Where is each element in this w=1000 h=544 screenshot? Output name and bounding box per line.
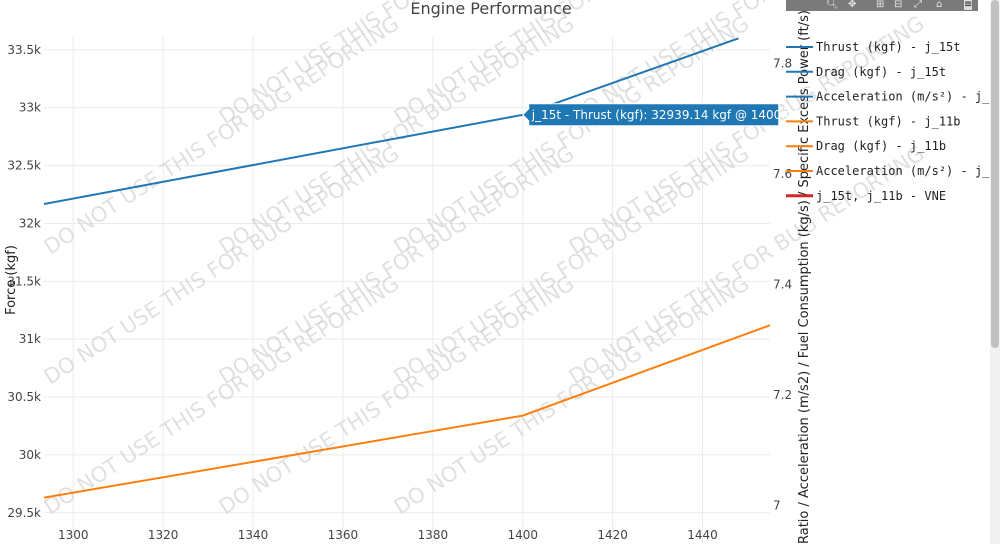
y-tick-label: 33.5k — [7, 43, 41, 57]
hover-tooltip — [522, 103, 780, 127]
plotly-logo-icon[interactable]: ≡ — [964, 0, 973, 10]
hover-tooltip-text: j_15t - Thrust (kgf): 32939.14 kgf @ 140… — [531, 108, 835, 122]
legend-label: Acceleration (m/s²) - j_15t — [816, 90, 1000, 104]
y-tick-label: 32k — [19, 216, 41, 230]
y-tick-label: 33k — [19, 101, 41, 115]
watermark-text: DO NOT USE THIS FOR BUG REPORTING — [390, 271, 754, 519]
y-tick-label: 29.5k — [7, 506, 41, 520]
home-icon[interactable]: ⌂ — [936, 0, 943, 10]
y2-axis-title: Ratio / Acceleration (m/s2) / Fuel Consu… — [797, 1, 812, 544]
zoom-out-icon[interactable]: ⊟ — [894, 0, 903, 10]
x-axis-ticks: 1300 1320 1340 1360 1380 1400 1420 1440 — [58, 528, 718, 542]
y2-tick-label: 7.6 — [773, 167, 792, 181]
x-tick-label: 1320 — [148, 528, 179, 542]
y2-tick-label: 7.8 — [773, 57, 792, 71]
y2-tick-label: 7 — [773, 498, 781, 512]
watermark-text: DO NOT USE THIS FOR BUG REPORTING — [40, 271, 404, 519]
legend-item[interactable]: Thrust (kgf) - j_15t — [786, 40, 961, 54]
x-tick-label: 1340 — [238, 528, 269, 542]
chart-title: Engine Performance — [410, 0, 571, 18]
y-tick-label: 32.5k — [7, 159, 41, 173]
pan-icon[interactable]: ✥ — [848, 0, 857, 10]
x-tick-label: 1440 — [687, 528, 718, 542]
scrollbar-thumb[interactable] — [991, 0, 999, 348]
series-line[interactable] — [44, 324, 770, 499]
legend-label: j_15t, j_11b - VNE — [816, 189, 946, 203]
legend[interactable]: Thrust (kgf) - j_15t Drag (kgf) - j_15t Ac… — [786, 40, 1000, 203]
y2-tick-label: 7.2 — [773, 388, 792, 402]
legend-item[interactable]: Drag (kgf) - j_11b — [786, 139, 946, 153]
legend-label: Drag (kgf) - j_15t — [816, 65, 946, 79]
legend-item[interactable]: Drag (kgf) - j_15t — [786, 65, 946, 79]
page-scrollbar[interactable] — [990, 0, 1000, 544]
legend-item[interactable]: Thrust (kgf) - j_11b — [786, 114, 961, 128]
x-tick-label: 1360 — [328, 528, 359, 542]
y-tick-label: 30k — [19, 448, 41, 462]
watermark-text: DO NOT USE THIS FOR BUG REPORTING — [40, 141, 404, 389]
legend-item[interactable]: Acceleration (m/s²) - j_11b — [786, 164, 1000, 178]
x-tick-label: 1420 — [597, 528, 628, 542]
legend-item[interactable]: j_15t, j_11b - VNE — [786, 189, 946, 203]
legend-item[interactable]: Acceleration (m/s²) - j_15t — [786, 90, 1000, 104]
modebar: 🔍︎ ✥ ⊞ ⊟ ⤢ ⌂ ≡ — [786, 0, 978, 11]
y-tick-label: 31.5k — [7, 274, 41, 288]
y-tick-label: 30.5k — [7, 390, 41, 404]
grid-lines — [44, 36, 770, 544]
zoom-icon[interactable]: 🔍︎ — [826, 0, 839, 10]
watermark-text: DO NOT USE THIS FOR BUG REPORTING — [215, 271, 579, 519]
hover-layer: j_15t - Thrust (kgf): 32939.14 kgf @ 140… — [522, 103, 835, 127]
x-tick-label: 1300 — [58, 528, 89, 542]
y-axis-ticks: 29.5k 30k 30.5k 31k 31.5k 32k 32.5k 33k 33.5k — [7, 43, 41, 520]
legend-label: Acceleration (m/s²) - j_11b — [816, 164, 1000, 178]
y-tick-label: 31k — [19, 332, 41, 346]
y-axis-title: Force (kgf) — [4, 245, 19, 315]
x-tick-label: 1380 — [418, 528, 449, 542]
legend-label: Drag (kgf) - j_11b — [816, 139, 946, 153]
legend-label: Thrust (kgf) - j_11b — [816, 114, 961, 128]
zoom-in-icon[interactable]: ⊞ — [876, 0, 885, 10]
autoscale-icon[interactable]: ⤢ — [914, 0, 922, 10]
y2-tick-label: 7.4 — [773, 277, 792, 291]
x-tick-label: 1400 — [507, 528, 538, 542]
legend-label: Thrust (kgf) - j_15t — [816, 40, 961, 54]
y2-axis-ticks: 7 7.2 7.4 7.6 7.8 — [773, 57, 792, 513]
